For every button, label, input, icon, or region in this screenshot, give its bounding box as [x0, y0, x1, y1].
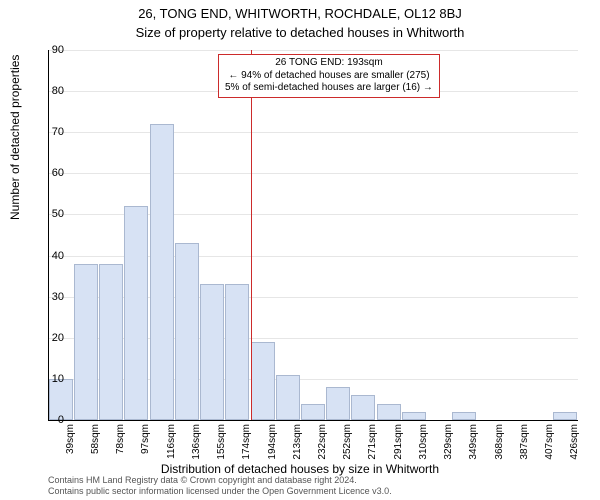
attribution-text: Contains HM Land Registry data © Crown c…	[48, 475, 392, 496]
histogram-bar	[351, 395, 375, 420]
annotation-line3: 5% of semi-detached houses are larger (1…	[225, 82, 433, 95]
gridline	[48, 132, 578, 133]
plot-area: 39sqm58sqm78sqm97sqm116sqm136sqm155sqm17…	[48, 50, 580, 420]
y-tick-label: 20	[38, 332, 64, 344]
annotation-box: 26 TONG END: 193sqm ← 94% of detached ho…	[218, 54, 440, 98]
histogram-bar	[251, 342, 275, 420]
y-tick-label: 60	[38, 167, 64, 179]
gridline	[48, 50, 578, 51]
annotation-line2: ← 94% of detached houses are smaller (27…	[225, 70, 433, 83]
y-tick-label: 30	[38, 291, 64, 303]
page-subtitle: Size of property relative to detached ho…	[0, 21, 600, 40]
histogram-bar	[225, 284, 249, 420]
histogram-bar	[402, 412, 426, 420]
histogram-bar	[200, 284, 224, 420]
page-title-address: 26, TONG END, WHITWORTH, ROCHDALE, OL12 …	[0, 0, 600, 21]
histogram-bar	[276, 375, 300, 420]
histogram-bar	[74, 264, 98, 420]
attribution-line1: Contains HM Land Registry data © Crown c…	[48, 475, 392, 485]
y-tick-label: 90	[38, 44, 64, 56]
y-tick-label: 40	[38, 250, 64, 262]
y-tick-label: 50	[38, 208, 64, 220]
x-axis	[48, 420, 578, 421]
annotation-line1: 26 TONG END: 193sqm	[225, 57, 433, 70]
histogram-bar	[553, 412, 577, 420]
histogram-bar	[377, 404, 401, 420]
attribution-line2: Contains public sector information licen…	[48, 486, 392, 496]
y-tick-label: 0	[38, 414, 64, 426]
x-axis-label: Distribution of detached houses by size …	[0, 462, 600, 476]
histogram-bar	[301, 404, 325, 420]
y-axis	[48, 50, 49, 420]
histogram-bar	[326, 387, 350, 420]
histogram-bar	[99, 264, 123, 420]
reference-line	[251, 50, 252, 420]
histogram-bar	[175, 243, 199, 420]
y-tick-label: 70	[38, 126, 64, 138]
y-tick-label: 80	[38, 85, 64, 97]
chart-container: 39sqm58sqm78sqm97sqm116sqm136sqm155sqm17…	[48, 50, 580, 420]
y-axis-label: Number of detached properties	[8, 55, 22, 220]
gridline	[48, 173, 578, 174]
histogram-bar	[150, 124, 174, 420]
histogram-bar	[452, 412, 476, 420]
histogram-bar	[124, 206, 148, 420]
y-tick-label: 10	[38, 373, 64, 385]
